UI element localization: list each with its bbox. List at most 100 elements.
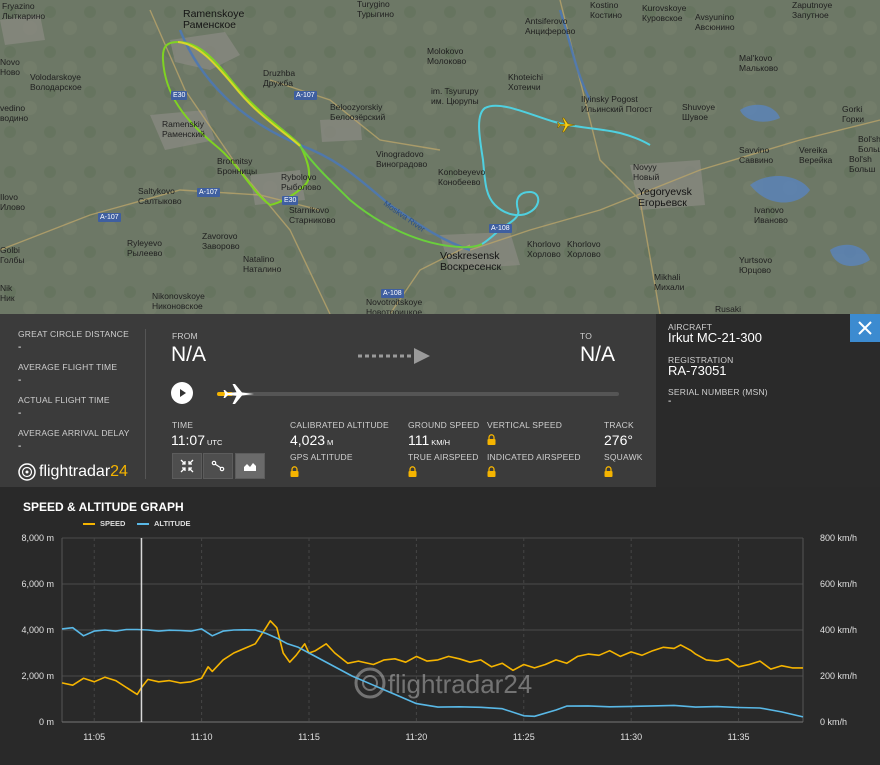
legend-altitude[interactable]: ALTITUDE [137, 519, 191, 528]
play-button[interactable] [171, 382, 193, 404]
map-place-label: Konobeyevo Конобеево [438, 167, 486, 187]
map-place-label: Molokovo Молоково [427, 46, 467, 66]
map-place-label: Natalino Наталино [243, 254, 282, 274]
series-line-altitude [61, 626, 804, 718]
map-place-label: Druzhba Дружба [263, 68, 296, 88]
map-place-label: Nikonovskoye Никоновское [152, 291, 205, 311]
map-place-label: Starnikovo Старниково [289, 205, 336, 225]
stat-value: - [18, 441, 22, 452]
route-arrow-icon [358, 348, 430, 364]
speed-altitude-graph: SPEED & ALTITUDE GRAPH SPEED ALTITUDE 0 … [0, 487, 880, 765]
road-shield: A-108 [489, 224, 512, 233]
indicated-airspeed-label: INDICATED AIRSPEED [487, 452, 581, 462]
close-button[interactable] [850, 314, 880, 342]
map-place-label: Gorki Горки [842, 104, 864, 124]
map-place-label: Yurtsovo Юрцово [739, 255, 773, 275]
map-place-label: Nik Ник [0, 283, 15, 303]
map-place-label: Fryazino Лыткарино [2, 1, 46, 21]
map-place-label: Zaputnoye Запутное [792, 0, 833, 20]
map-place-label: Antsiferovo Анциферово [525, 16, 576, 36]
map-place-label: Ivanovo Иваново [754, 205, 788, 225]
chart-canvas[interactable]: 0 m 2,000 m 4,000 m 6,000 m 8,000 m 0 km/h 200… [0, 487, 880, 765]
lock-icon[interactable] [408, 466, 417, 477]
squawk-label: SQUAWK [604, 452, 643, 462]
map-place-label: Turygino Турыгино [357, 0, 394, 19]
map-place-label: Novo Ново [0, 57, 21, 77]
registration-label: REGISTRATION [668, 355, 734, 365]
area-chart-icon [244, 463, 256, 471]
flightradar24-logo[interactable]: flightradar24 [18, 463, 128, 481]
track-label: TRACK [604, 420, 634, 430]
map-place-label: Kostino Костино [590, 0, 622, 20]
focus-view-button[interactable] [172, 453, 202, 479]
flight-path-cyan [478, 104, 651, 245]
stat-great-circle-distance: GREAT CIRCLE DISTANCE - [18, 329, 138, 362]
map-place-label: Novotroitskoye Новотроицкое [366, 297, 423, 314]
map-place-label: Mal'kovo Мальково [739, 53, 778, 73]
y-right-tick-label: 400 km/h [820, 625, 857, 635]
y-right-tick-label: 600 km/h [820, 579, 857, 589]
lock-icon[interactable] [604, 466, 613, 477]
compress-icon [180, 459, 194, 473]
map-place-label: vedino водино [0, 103, 29, 123]
watermark-logo-inner [362, 675, 378, 691]
logo-text: flightradar24 [39, 463, 128, 480]
gps-altitude-label: GPS ALTITUDE [290, 452, 353, 462]
map-place-label: Yegoryevsk Егорьевск [638, 186, 692, 209]
stat-actual-flight-time: ACTUAL FLIGHT TIME - [18, 395, 138, 428]
lock-icon[interactable] [290, 466, 299, 477]
serial-number-value: - [668, 396, 672, 407]
playback-slider[interactable] [217, 392, 619, 396]
registration-value: RA-73051 [668, 363, 727, 378]
map-place-label: Khorlovo Хорлово [567, 239, 601, 259]
map-place-label: Mikhali Михали [654, 272, 685, 292]
route-view-button[interactable] [203, 453, 233, 479]
road-shield: A-108 [381, 289, 404, 298]
stat-value: - [18, 342, 22, 353]
flight-map[interactable]: Fryazino Лыткарино Ramenskoye Раменское Tury… [0, 0, 880, 314]
y-left-tick-label: 2,000 m [21, 671, 54, 681]
stat-average-flight-time: AVERAGE FLIGHT TIME - [18, 362, 138, 395]
flight-path-yellow [177, 41, 301, 147]
playback-plane-icon[interactable] [222, 381, 256, 407]
to-value: N/A [580, 343, 616, 366]
x-tick-label: 11:30 [620, 732, 642, 742]
flight-info-panel: GREAT CIRCLE DISTANCE - AVERAGE FLIGHT T… [0, 314, 880, 487]
lock-icon[interactable] [487, 434, 496, 445]
legend-speed[interactable]: SPEED [83, 519, 125, 528]
from-label: FROM [172, 331, 198, 341]
to-label: TO [580, 331, 593, 341]
map-canvas [0, 0, 880, 314]
calibrated-altitude-value: 4,023 M [290, 432, 334, 448]
stat-value: - [18, 375, 22, 386]
map-place-label: Ilovo Илово [0, 192, 26, 212]
time-label: TIME [172, 420, 194, 430]
lock-icon[interactable] [487, 466, 496, 477]
stat-average-arrival-delay: AVERAGE ARRIVAL DELAY - [18, 428, 138, 461]
graph-view-button[interactable] [235, 453, 265, 479]
map-place-label: Bronnitsy Бронницы [217, 156, 258, 176]
map-place-label: Rybolovo Рыболово [281, 172, 322, 192]
flight-stats: GREAT CIRCLE DISTANCE - AVERAGE FLIGHT T… [18, 329, 138, 461]
vertical-speed-label: VERTICAL SPEED [487, 420, 563, 430]
y-left-tick-label: 6,000 m [21, 579, 54, 589]
stat-label: AVERAGE ARRIVAL DELAY [18, 428, 130, 438]
x-tick-label: 11:10 [191, 732, 213, 742]
aircraft-marker-icon[interactable] [556, 115, 576, 135]
road-shield: E30 [282, 196, 299, 205]
map-place-label: Kurovskoye Куровское [642, 3, 687, 23]
map-place-label: Vereika Верейка [799, 145, 833, 165]
serial-number-label: SERIAL NUMBER (MSN) [668, 387, 768, 397]
close-icon [858, 321, 872, 335]
time-value: 11:07 UTC [171, 432, 223, 448]
map-place-label: Beloozyorskiy Белоозёрский [330, 102, 386, 122]
y-right-tick-label: 0 km/h [820, 717, 847, 727]
map-place-label: RusakiРусаки [715, 304, 742, 314]
map-place-label: Khoteichi Хотеичи [508, 72, 543, 92]
x-tick-label: 11:25 [513, 732, 535, 742]
map-place-label: Ramenskiy Раменский [162, 119, 205, 139]
map-place-label: Ramenskoye Раменское [183, 8, 245, 31]
map-place-label: Ryleyevo Рылеево [127, 238, 163, 258]
y-right-tick-label: 200 km/h [820, 671, 857, 681]
